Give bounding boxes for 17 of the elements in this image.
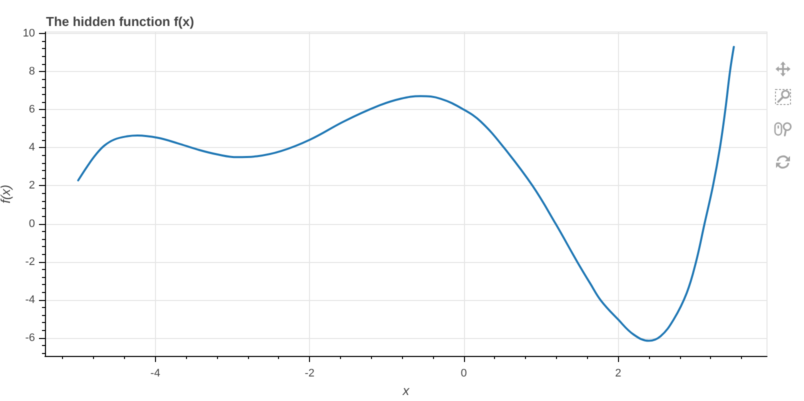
x-tick-label: -4 xyxy=(150,368,160,380)
y-tick-label: 10 xyxy=(22,28,35,40)
y-tick-label: 2 xyxy=(28,180,35,192)
y-tick-label: 4 xyxy=(28,142,35,154)
line-series xyxy=(77,46,735,342)
y-tick-label: -4 xyxy=(25,294,35,306)
y-tick-label: -2 xyxy=(25,256,35,268)
y-tick-label: -6 xyxy=(25,332,35,344)
x-tick-label: 2 xyxy=(615,368,622,380)
x-axis-title: x xyxy=(402,382,410,398)
y-tick-label: 6 xyxy=(28,104,35,116)
chart-title: The hidden function f(x) xyxy=(46,14,194,29)
y-tick-label: 8 xyxy=(28,66,35,78)
y-axis-title: f(x) xyxy=(0,184,13,204)
x-tick-label: 0 xyxy=(460,368,467,380)
y-tick-label: 0 xyxy=(28,218,35,230)
x-tick-label: -2 xyxy=(304,368,314,380)
